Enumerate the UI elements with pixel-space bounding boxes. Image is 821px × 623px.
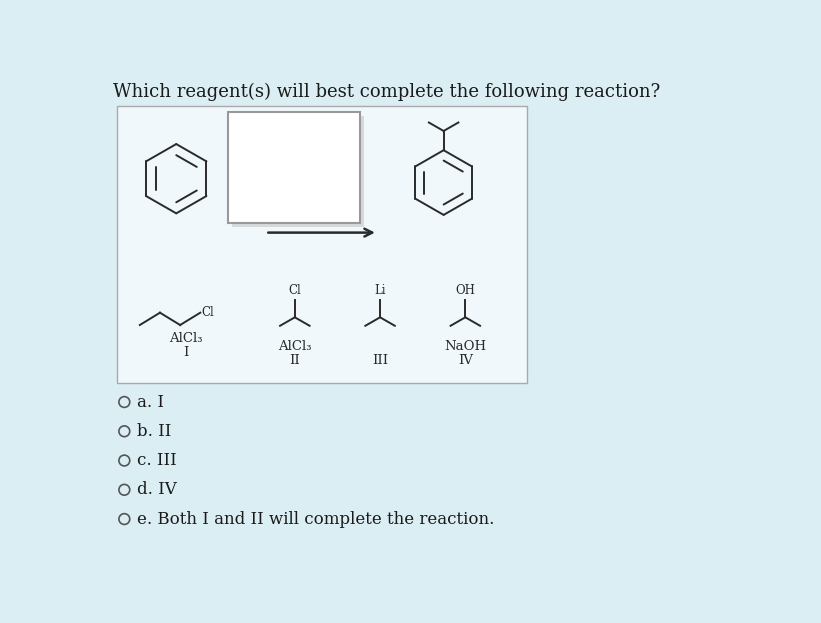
Text: III: III (372, 354, 388, 368)
Bar (232, 116, 364, 227)
Text: Cl: Cl (288, 283, 301, 297)
Circle shape (119, 397, 130, 407)
Text: Li: Li (374, 283, 386, 297)
Text: a. I: a. I (137, 394, 163, 411)
Circle shape (119, 455, 130, 466)
Text: IV: IV (458, 354, 473, 368)
Text: OH: OH (456, 283, 475, 297)
Text: NaOH: NaOH (444, 340, 486, 353)
Text: I: I (184, 346, 189, 359)
Bar (117, 105, 527, 383)
Text: AlCl₃: AlCl₃ (170, 332, 203, 345)
Circle shape (119, 426, 130, 437)
Text: b. II: b. II (137, 423, 171, 440)
Text: II: II (290, 354, 300, 368)
Text: AlCl₃: AlCl₃ (278, 340, 312, 353)
Text: Cl: Cl (202, 306, 214, 319)
Text: c. III: c. III (137, 452, 177, 469)
Text: Which reagent(s) will best complete the following reaction?: Which reagent(s) will best complete the … (113, 83, 661, 101)
Text: e. Both I and II will complete the reaction.: e. Both I and II will complete the react… (137, 511, 494, 528)
Bar (228, 112, 360, 224)
Circle shape (119, 485, 130, 495)
Text: d. IV: d. IV (137, 482, 177, 498)
Circle shape (119, 513, 130, 525)
